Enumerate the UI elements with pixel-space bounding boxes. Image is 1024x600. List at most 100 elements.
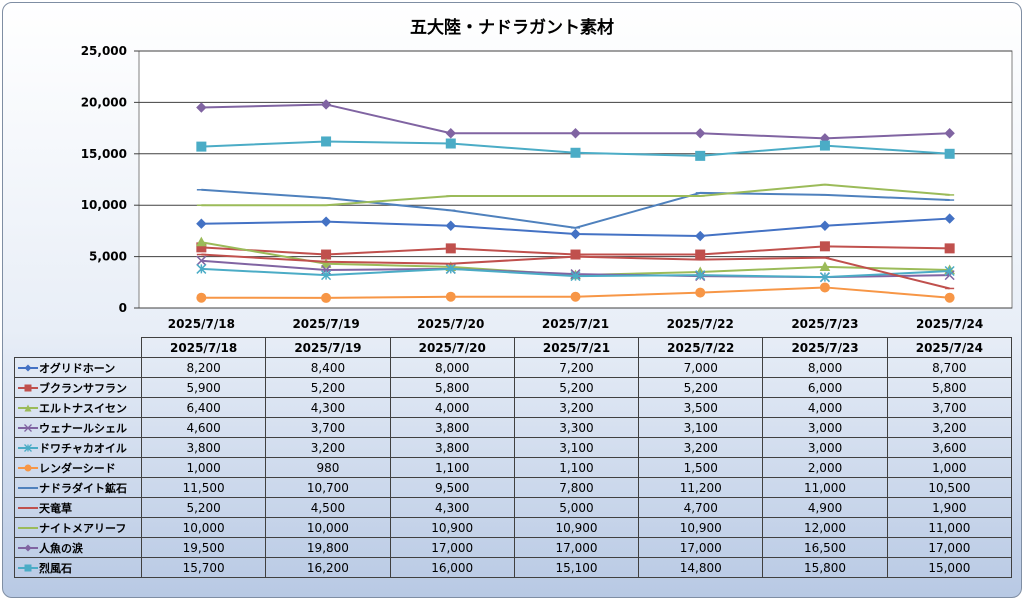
y-tick-label: 10,000: [81, 198, 127, 212]
table-cell: 3,100: [638, 417, 764, 438]
series-5-point: [445, 263, 456, 274]
x-tick-label: 2025/7/22: [667, 317, 734, 331]
series-6-point: [570, 291, 581, 302]
table-cell: 3,200: [638, 437, 764, 458]
table-cell: 3,200: [886, 417, 1013, 438]
table-cell: 16,000: [389, 557, 515, 578]
series-10-point: [445, 128, 456, 139]
table-cell: 10,000: [140, 517, 267, 538]
table-cell: 3,800: [389, 417, 515, 438]
table-cell: 3,700: [886, 397, 1013, 418]
table-row: ナイトメアリーフ 10,000 10,000 10,900 10,900 10,900 12…: [14, 517, 1013, 538]
series-name: 烈風石: [39, 561, 72, 575]
table-row: 天竜草 5,200 4,500 4,300 5,000 4,700 4,900 1,900: [14, 497, 1013, 518]
chart-title: 五大陸・ナドラガント素材: [410, 18, 614, 38]
series-3-point: [819, 261, 831, 271]
table-cell: 3,300: [513, 417, 640, 438]
x-tick-label: 2025/7/21: [542, 317, 609, 331]
series-name: 人魚の涙: [39, 541, 83, 555]
table-cell: 8,200: [140, 357, 267, 378]
series-11-point: [196, 141, 207, 152]
table-cell: 4,000: [762, 397, 888, 418]
series-2-point: [695, 249, 706, 260]
table-cell: 3,600: [886, 437, 1013, 458]
table-cell: 1,500: [638, 457, 764, 478]
table-cell: 10,700: [265, 477, 391, 498]
table-cell: 3,200: [513, 397, 640, 418]
table-cell: 16,200: [265, 557, 391, 578]
y-tick-label: 0: [119, 301, 127, 315]
table-cell: 11,000: [762, 477, 888, 498]
series-1-point: [695, 230, 706, 242]
table-cell: 8,400: [265, 357, 391, 378]
table-cell: 15,000: [886, 557, 1013, 578]
table-header-cell: 2025/7/21: [513, 337, 640, 358]
table-cell: 15,700: [140, 557, 267, 578]
series-5-point: [196, 263, 207, 274]
table-cell: 10,900: [389, 517, 515, 538]
table-cell: 4,600: [140, 417, 267, 438]
table-cell: 7,800: [513, 477, 640, 498]
table-cell: 1,100: [389, 457, 515, 478]
legend-cell: エルトナスイセン: [14, 397, 142, 418]
legend-cell: ブクランサフラン: [14, 377, 142, 398]
table-cell: 2,000: [762, 457, 888, 478]
table-row: エルトナスイセン 6,400 4,300 4,000 3,200 3,500 4,000 3,…: [14, 397, 1013, 418]
table-cell: 17,000: [389, 537, 515, 558]
table-cell: 10,500: [886, 477, 1013, 498]
table-cell: 4,300: [265, 397, 391, 418]
legend-key: [18, 384, 38, 391]
table-cell: 4,300: [389, 497, 515, 518]
table-row: ブクランサフラン 5,900 5,200 5,800 5,200 5,200 6,000 5,…: [14, 377, 1013, 398]
series-5-point: [944, 265, 955, 277]
series-name: ナドラダイト鉱石: [39, 481, 127, 495]
legend-cell: オグリドホーン: [14, 357, 142, 378]
series-name: エルトナスイセン: [39, 401, 127, 415]
legend-cell: ウェナールシェル: [14, 417, 142, 438]
series-1-point: [196, 218, 207, 229]
series-1-point: [570, 228, 581, 240]
table-cell: 3,200: [265, 437, 391, 458]
legend-cell: ナイトメアリーフ: [14, 517, 142, 538]
table-row: 烈風石 15,700 16,200 16,000 15,100 14,800 15,800 1…: [14, 557, 1013, 578]
legend-key: [18, 423, 38, 432]
series-name: レンダーシード: [39, 461, 116, 475]
series-11-point: [944, 148, 955, 159]
series-6-point: [944, 292, 955, 303]
table-cell: 5,000: [513, 497, 640, 518]
series-3-point: [196, 236, 207, 247]
series-4-point: [196, 255, 207, 266]
table-row: オグリドホーン 8,200 8,400 8,000 7,200 7,000 8,000 8,7…: [14, 357, 1013, 378]
series-name: 天竜草: [39, 501, 72, 515]
legend-cell: 天竜草: [14, 497, 142, 518]
series-1-point: [819, 220, 831, 231]
legend-key: [18, 443, 38, 452]
series-2-point: [570, 249, 581, 260]
series-name: ドワチャカオイル: [39, 441, 127, 455]
table-cell: 4,900: [762, 497, 888, 518]
table-cell: 10,000: [265, 517, 391, 538]
table-cell: 6,400: [140, 397, 267, 418]
table-cell: 4,500: [265, 497, 391, 518]
table-cell: 14,800: [638, 557, 764, 578]
series-2-point: [819, 241, 830, 252]
legend-cell: 烈風石: [14, 557, 142, 578]
table-cell: 7,200: [513, 357, 640, 378]
series-11-point: [570, 147, 581, 158]
series-2-point: [321, 249, 332, 260]
series-10-point: [695, 128, 706, 139]
table-cell: 3,500: [638, 397, 764, 418]
table-cell: 8,700: [886, 357, 1013, 378]
table-cell: 5,200: [265, 377, 391, 398]
table-cell: 16,500: [762, 537, 888, 558]
table-cell: 3,100: [513, 437, 640, 458]
table-header-cell: 2025/7/24: [886, 337, 1013, 358]
table-cell: 4,700: [638, 497, 764, 518]
y-tick-label: 5,000: [89, 250, 127, 264]
table-row: レンダーシード 1,000 980 1,100 1,100 1,500 2,000 1,000: [14, 457, 1013, 478]
table-header-cell: 2025/7/22: [638, 337, 764, 358]
series-name: オグリドホーン: [39, 361, 116, 375]
table-cell: 5,900: [140, 377, 267, 398]
series-10-point: [944, 128, 955, 139]
